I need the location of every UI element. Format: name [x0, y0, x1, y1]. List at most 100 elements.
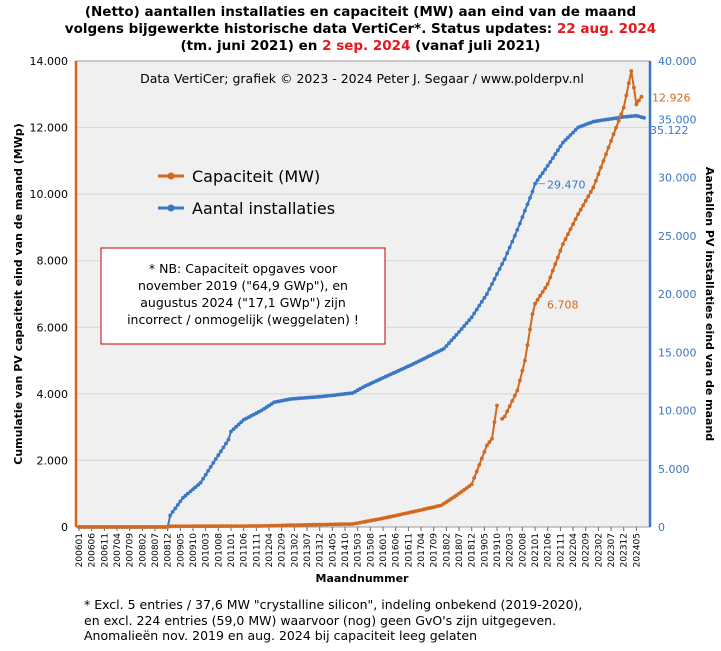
count-series-point — [530, 189, 535, 194]
x-tick-label: 200601 — [75, 533, 85, 567]
x-tick-label: 201807 — [455, 533, 465, 567]
capacity-series-point — [479, 456, 484, 461]
x-tick-label: 202008 — [518, 533, 528, 568]
x-tick-label: 200611 — [100, 533, 110, 567]
count-series-point — [550, 156, 555, 161]
capacity-series-point — [525, 343, 530, 347]
count-series-point — [477, 303, 482, 308]
count-series-point — [211, 461, 216, 465]
x-tick-label: 201312 — [316, 533, 326, 567]
x-tick-label: 201410 — [341, 533, 351, 568]
x-tick-label: 202312 — [620, 533, 630, 567]
capacity-series-point — [606, 145, 611, 150]
capacity-series-point — [492, 420, 497, 424]
title-line-1: (Netto) aantallen installaties en capaci… — [84, 4, 637, 20]
count-series-point — [472, 311, 477, 316]
credit-text: Data VertiCer; grafiek © 2023 - 2024 Pet… — [140, 71, 584, 86]
y-left-tick-label: 8.000 — [37, 255, 69, 268]
x-tick-label: 201106 — [240, 533, 250, 568]
footnote: * Excl. 5 entries / 37,6 MW "crystalline… — [84, 597, 582, 644]
capacity-series-point — [523, 358, 527, 363]
x-axis-label: Maandnummer — [316, 572, 410, 585]
count-series-point — [492, 277, 497, 281]
data-annotation-label: 12.926 — [652, 92, 691, 105]
capacity-series-point — [163, 525, 168, 529]
count-series-point — [573, 127, 578, 132]
x-tick-label: 200606 — [88, 533, 98, 568]
legend-capacity-marker — [167, 172, 175, 180]
capacity-series-point — [581, 203, 586, 208]
x-tick-label: 201209 — [278, 533, 288, 568]
x-tick-label: 202307 — [607, 533, 617, 567]
footnote-line-2: en excl. 224 entries (59,0 MW) waarvoor … — [84, 612, 557, 628]
x-tick-label: 202302 — [594, 533, 604, 567]
capacity-series-point — [515, 388, 520, 393]
capacity-series-point — [596, 172, 601, 177]
capacity-series-point — [614, 125, 618, 130]
count-series-point — [201, 476, 206, 481]
series-group — [77, 69, 646, 529]
x-tick-label: 200812 — [164, 533, 174, 567]
capacity-series-point — [637, 98, 641, 103]
capacity-series-point — [604, 152, 608, 157]
capacity-series-point — [553, 262, 558, 266]
note-line-3: augustus 2024 ("17,1 GWp") zijn — [140, 295, 346, 310]
x-tick-label: 200910 — [189, 533, 199, 568]
capacity-series-point — [566, 232, 570, 237]
count-series-point — [563, 138, 568, 142]
count-series-point — [520, 215, 525, 220]
y-right-tick-label: 15.000 — [658, 346, 697, 359]
count-series-point — [447, 341, 451, 346]
count-series-point — [231, 427, 236, 431]
x-tick-label: 202209 — [582, 533, 592, 568]
y-left-tick-label: 6.000 — [37, 321, 69, 334]
count-series-point — [510, 239, 515, 244]
count-series-point — [457, 330, 461, 334]
count-series-point — [523, 208, 527, 213]
count-series-point — [193, 485, 198, 489]
left-axis-ticks: 0 2.000 4.000 6.000 8.000 10.000 12.000 14.000 — [30, 55, 78, 534]
capacity-series-point — [611, 132, 616, 137]
capacity-series-point — [327, 522, 332, 527]
count-series-point — [441, 346, 446, 351]
y-left-tick-label: 10.000 — [30, 188, 69, 201]
count-series-point — [464, 321, 469, 325]
capacity-series-point — [482, 450, 487, 454]
capacity-series-point — [591, 185, 596, 190]
capacity-series-point — [563, 237, 568, 242]
capacity-series-point — [629, 69, 634, 73]
x-tick-label: 202003 — [506, 533, 516, 567]
legend-capacity-label: Capaciteit (MW) — [192, 167, 320, 186]
capacity-series-point — [297, 523, 302, 527]
x-tick-label: 201307 — [303, 533, 313, 567]
y-left-tick-label: 12.000 — [30, 122, 69, 135]
y-left-tick-label: 4.000 — [37, 388, 69, 401]
y-left-tick-label: 0 — [61, 521, 68, 534]
count-series-point — [566, 135, 570, 140]
count-series-point — [533, 181, 537, 186]
x-tick-label: 201302 — [290, 533, 300, 567]
count-series-point — [548, 160, 553, 164]
capacity-series-point — [507, 404, 512, 408]
x-tick-label: 201704 — [417, 533, 427, 568]
capacity-series-point — [528, 327, 532, 332]
legend-count-marker — [167, 204, 175, 212]
count-series-point — [224, 441, 228, 446]
x-tick-label: 200709 — [126, 533, 136, 568]
x-tick-label: 201003 — [202, 533, 212, 567]
x-axis-ticks: 200601 200606 200611 200704 200709 200802 2008… — [75, 527, 642, 567]
count-series-point — [191, 487, 195, 492]
count-series-point — [454, 332, 459, 337]
count-series-point — [462, 324, 466, 328]
count-series-point — [188, 489, 193, 494]
count-series-point — [203, 472, 208, 477]
count-series-point — [208, 465, 213, 469]
capacity-series-point — [568, 227, 573, 232]
x-tick-label: 201101 — [227, 533, 237, 567]
capacity-series-point — [510, 399, 515, 403]
capacity-series-point — [545, 282, 550, 286]
capacity-series-point — [502, 414, 507, 419]
count-series-point — [505, 251, 510, 256]
capacity-series-point — [464, 486, 469, 490]
x-tick-label: 200807 — [151, 533, 161, 567]
